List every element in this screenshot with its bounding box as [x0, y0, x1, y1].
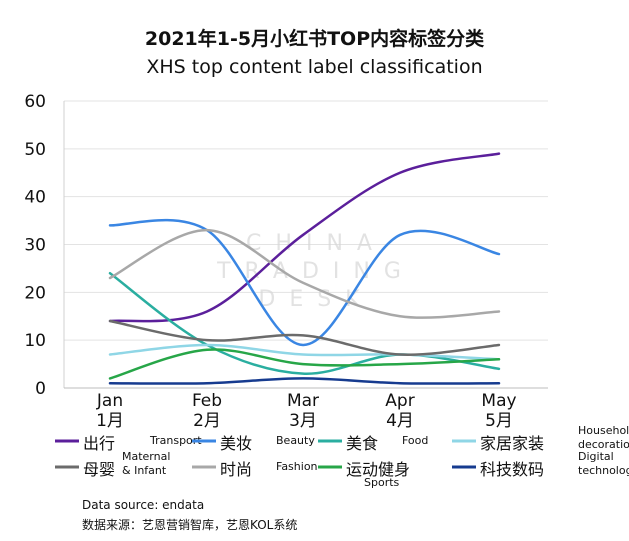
- y-tick-label: 0: [35, 379, 46, 399]
- x-tick-label: Jan: [96, 391, 123, 411]
- legend-label-cn: 科技数码: [480, 460, 545, 479]
- legend-label-en: decoration: [578, 438, 629, 451]
- x-tick-label: Mar: [287, 391, 319, 411]
- watermark-text: CHINA: [246, 231, 386, 256]
- x-tick-label-cn: 2月: [193, 411, 221, 431]
- data-source-cn: 数据来源：艺恩营销智库，艺恩KOL系统: [82, 518, 298, 532]
- y-tick-label: 10: [24, 331, 46, 351]
- legend-swatch: [318, 439, 342, 443]
- legend-label-en: technology: [578, 464, 629, 477]
- x-tick-label: Apr: [385, 391, 414, 411]
- legend-label-en: Sports: [364, 476, 400, 489]
- x-tick-label: Feb: [192, 391, 222, 411]
- chart-subtitle: XHS top content label classification: [146, 56, 483, 78]
- data-source-en: Data source: endata: [82, 498, 205, 512]
- series-line-sports: [108, 348, 501, 380]
- legend-label-cn: 运动健身: [346, 460, 411, 479]
- series-line-maternal-infant: [108, 319, 501, 356]
- legend-swatch: [192, 439, 216, 443]
- y-tick-label: 30: [24, 236, 46, 256]
- series-line-beauty: [108, 218, 501, 347]
- x-tick-label-cn: 4月: [386, 411, 414, 431]
- series-line-fashion: [108, 228, 501, 319]
- y-tick-label: 40: [24, 188, 46, 208]
- y-tick-label: 60: [24, 92, 46, 112]
- legend-swatch: [55, 465, 79, 469]
- legend-swatch: [452, 465, 476, 469]
- x-tick-label: May: [481, 391, 516, 411]
- legend-label-en: Transport: [150, 434, 202, 447]
- legend-label-en: Beauty: [276, 434, 315, 447]
- legend-label-cn: 时尚: [220, 460, 253, 479]
- legend-label-en: Maternal: [122, 450, 171, 463]
- legend-label-cn: 母婴: [83, 460, 116, 479]
- legend-label-cn: 美妆: [220, 434, 253, 453]
- x-tick-label-cn: 3月: [289, 411, 317, 431]
- legend-swatch: [318, 465, 342, 469]
- legend-label-cn: 美食: [346, 434, 379, 453]
- series-line-digital-technology: [108, 377, 501, 385]
- legend-label-en: Fashion: [276, 460, 318, 473]
- legend-label-cn: 出行: [83, 434, 116, 453]
- legend-swatch: [192, 465, 216, 469]
- y-tick-label: 20: [24, 283, 46, 303]
- y-tick-label: 50: [24, 140, 46, 160]
- chart-title: 2021年1-5月小红书TOP内容标签分类: [144, 28, 485, 50]
- series-line-transport: [108, 152, 501, 323]
- series-line-household-decoration: [108, 343, 501, 361]
- legend-label-en: Food: [402, 434, 429, 447]
- legend-label-cn: 家居家装: [480, 434, 545, 453]
- x-tick-label-cn: 1月: [96, 411, 124, 431]
- legend-label-en: & Infant: [122, 464, 167, 477]
- legend-label-en: Digital: [578, 450, 614, 463]
- x-tick-label-cn: 5月: [485, 411, 513, 431]
- legend-swatch: [55, 439, 79, 443]
- watermark-text: DESK: [258, 287, 373, 312]
- legend-swatch: [452, 439, 476, 443]
